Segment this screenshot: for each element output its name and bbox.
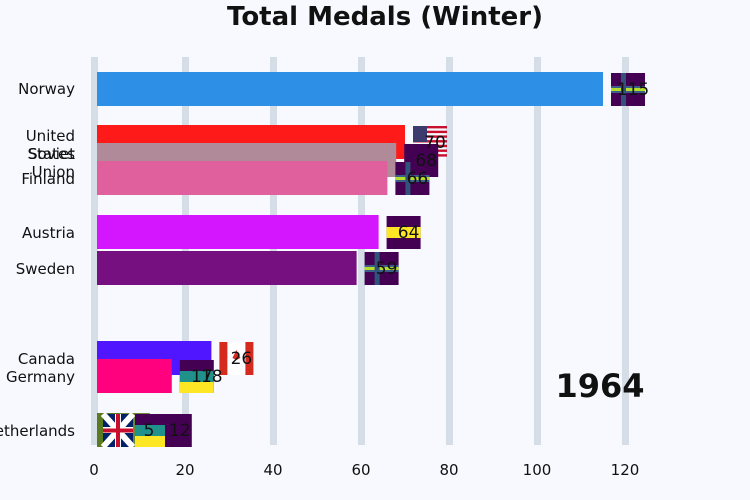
grid-line <box>622 57 629 445</box>
category-label: Norway <box>18 80 75 98</box>
germany-flag <box>179 360 214 393</box>
value-label: 64 <box>398 223 420 243</box>
bar <box>97 215 379 249</box>
x-tick-label: 20 <box>175 461 194 479</box>
bars-group <box>97 72 603 447</box>
value-label: 5 <box>144 421 155 441</box>
category-label: Netherlands <box>0 422 75 440</box>
value-label: 66 <box>407 169 429 189</box>
x-tick-labels-group: 0 20 40 60 80 100 120 <box>89 461 639 479</box>
flags-group <box>100 73 645 450</box>
finland-flag <box>395 162 430 195</box>
value-label: 115 <box>617 80 649 100</box>
category-label: Soviet <box>28 145 75 163</box>
category-label: Germany <box>6 368 75 386</box>
sweden-flag <box>364 252 399 285</box>
value-label: 70 <box>424 133 446 153</box>
x-tick-label: 0 <box>89 461 99 479</box>
category-label: Austria <box>22 224 75 242</box>
grid-line <box>446 57 453 445</box>
chart-title: Total Medals (Winter) <box>227 2 543 32</box>
bar <box>97 251 357 285</box>
grid-line <box>534 57 541 445</box>
x-tick-label: 60 <box>351 461 370 479</box>
value-label: 17 <box>191 367 213 387</box>
x-tick-label: 120 <box>611 461 640 479</box>
category-label: Finland <box>21 170 75 188</box>
great-britain-flag <box>100 411 165 450</box>
x-tick-label: 100 <box>523 461 552 479</box>
value-label: 59 <box>376 259 398 279</box>
category-label: Union <box>32 163 75 181</box>
category-label: Canada <box>18 350 75 368</box>
year-label: 1964 <box>555 367 644 405</box>
value-label: 12 <box>169 421 191 441</box>
ghost-value-label: 18 <box>201 367 223 387</box>
austria-flag <box>386 216 421 249</box>
canada-flag <box>219 342 254 375</box>
x-tick-label: 40 <box>263 461 282 479</box>
grid-line <box>91 57 98 445</box>
grid-line <box>358 57 365 445</box>
norway-flag <box>611 73 645 106</box>
x-tick-label: 80 <box>439 461 458 479</box>
bar <box>97 72 603 106</box>
bar <box>97 161 388 195</box>
bar <box>97 359 172 393</box>
category-label: Sweden <box>16 260 75 278</box>
category-label: United <box>26 127 75 145</box>
value-label: 26 <box>231 349 253 369</box>
value-label: 68 <box>415 151 437 171</box>
category-label: States <box>27 145 75 163</box>
